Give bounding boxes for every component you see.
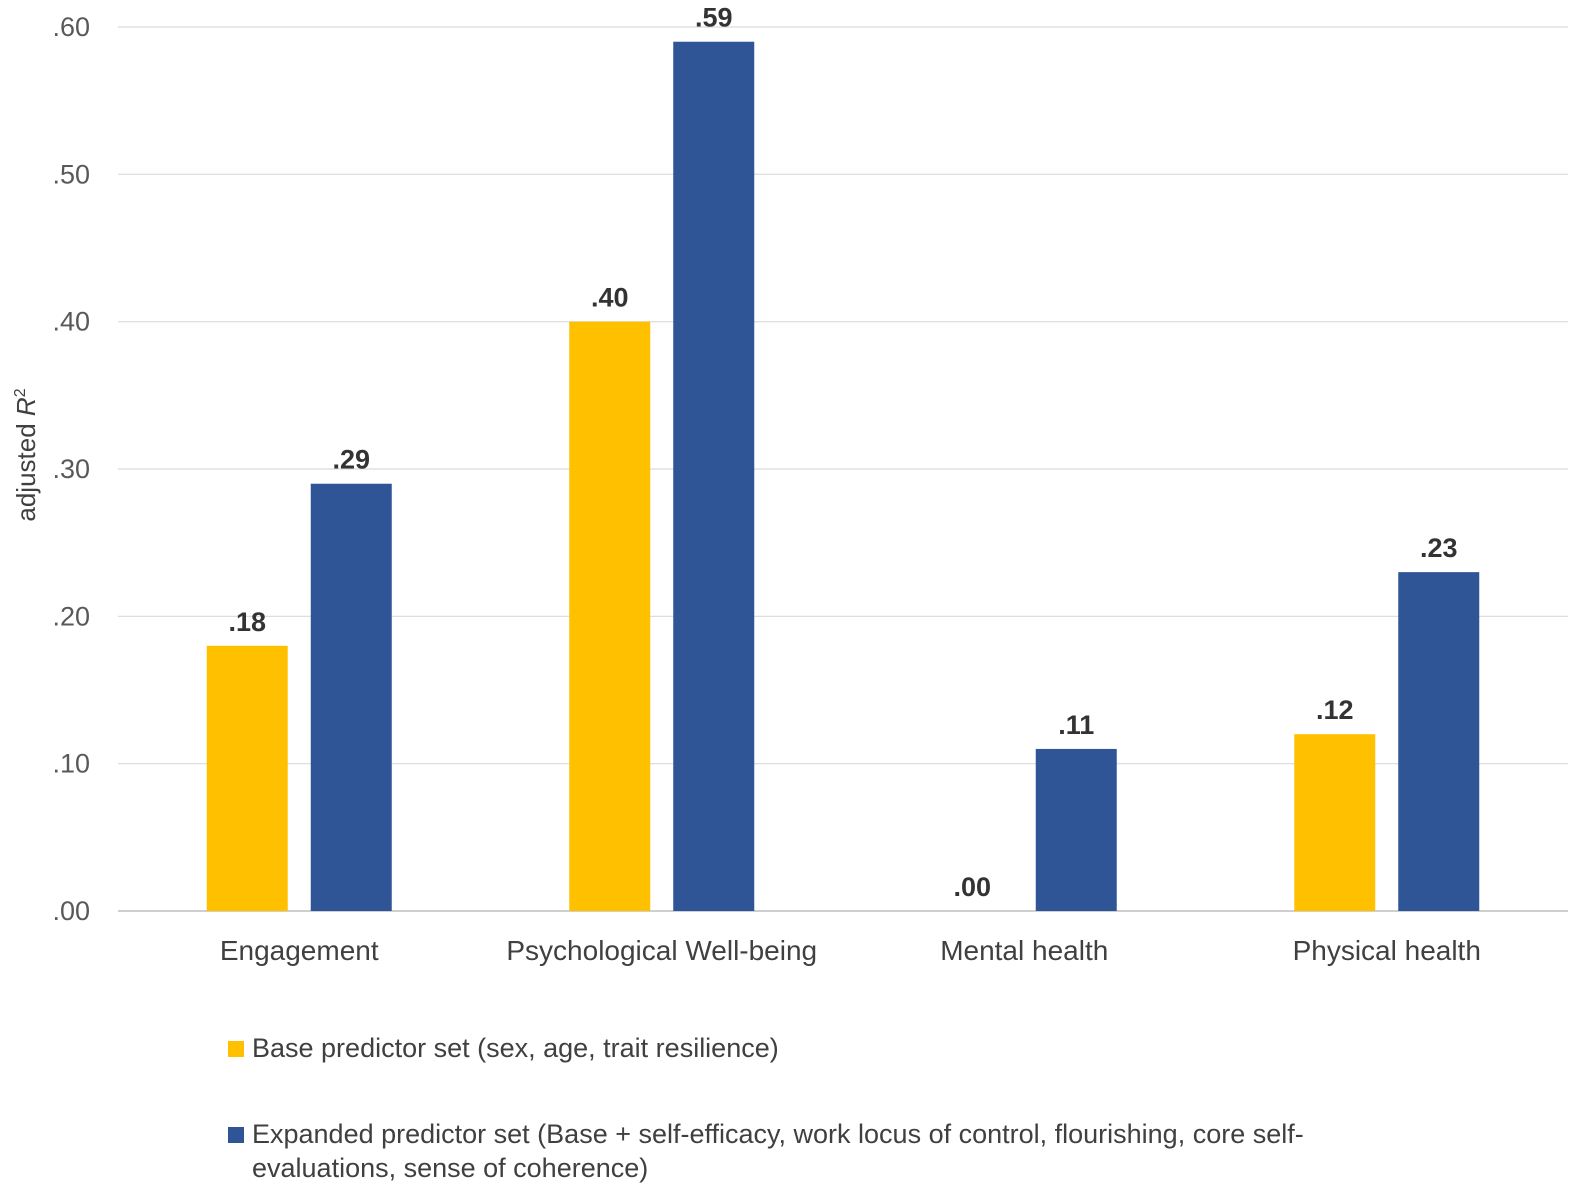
data-label: .23 — [1420, 533, 1458, 563]
x-category-label: Physical health — [1293, 935, 1481, 966]
legend-swatch-base — [228, 1041, 244, 1057]
bar-expanded — [310, 483, 392, 911]
y-tick-label: .60 — [52, 12, 90, 42]
legend-label-expanded: Expanded predictor set (Base + self-effi… — [252, 1119, 1304, 1183]
legend-label-base: Base predictor set (sex, age, trait resi… — [252, 1033, 779, 1063]
data-label: .12 — [1316, 695, 1354, 725]
bar-expanded — [673, 41, 755, 911]
legend-item-expanded: Expanded predictor set (Base + self-effi… — [228, 1117, 1422, 1185]
y-tick-label: .00 — [52, 896, 90, 926]
bar-expanded — [1398, 572, 1480, 911]
data-labels: .18 .29 .40 .59 .00 .11 .12 .23 — [228, 3, 1457, 902]
data-label: .40 — [591, 283, 629, 313]
y-tick-label: .50 — [52, 159, 90, 189]
y-tick-label: .30 — [52, 454, 90, 484]
y-axis-label: adjusted R2 — [11, 388, 41, 521]
y-axis-ticks: .00 .10 .20 .30 .40 .50 .60 — [52, 12, 90, 926]
x-category-label: Psychological Well-being — [506, 935, 817, 966]
legend-item-base: Base predictor set (sex, age, trait resi… — [228, 1031, 1422, 1065]
bar-base — [206, 645, 288, 911]
legend-swatch-expanded — [228, 1127, 244, 1143]
x-category-label: Mental health — [940, 935, 1108, 966]
bar-base — [569, 321, 651, 912]
x-category-label: Engagement — [220, 935, 379, 966]
data-label: .00 — [953, 872, 991, 902]
bar-base — [1294, 734, 1376, 911]
x-axis-categories: Engagement Psychological Well-being Mental… — [220, 935, 1481, 966]
bars — [206, 41, 1480, 912]
bar-expanded — [1035, 748, 1117, 911]
data-label: .29 — [332, 445, 370, 475]
y-tick-label: .10 — [52, 749, 90, 779]
data-label: .11 — [1058, 710, 1094, 740]
bar-chart: .00 .10 .20 .30 .40 .50 .60 .18 .29 .40 .59 .00 .11… — [11, 3, 1568, 966]
data-label: .18 — [228, 607, 266, 637]
y-tick-label: .20 — [52, 601, 90, 631]
y-tick-label: .40 — [52, 307, 90, 337]
data-label: .59 — [695, 3, 733, 33]
